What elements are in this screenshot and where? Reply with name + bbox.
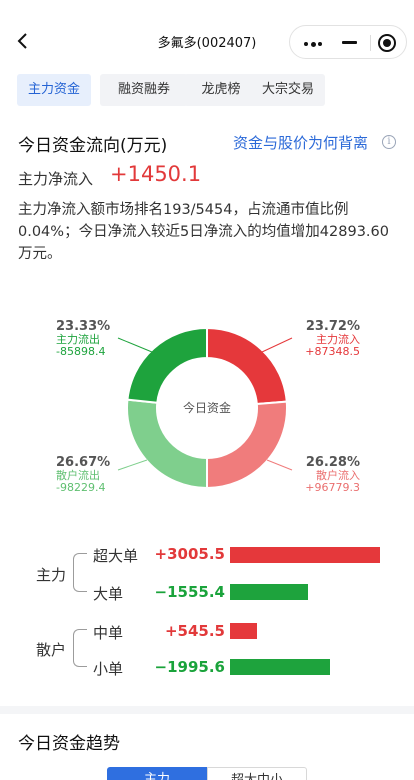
more-icon[interactable] bbox=[304, 41, 324, 47]
row-name-medium: 中单 bbox=[93, 624, 124, 642]
row-value-xl: +3005.5 bbox=[154, 545, 225, 563]
label-retail-inflow-name: 散户流入 bbox=[316, 469, 360, 482]
row-value-small: −1995.6 bbox=[154, 658, 225, 676]
bar-large bbox=[230, 584, 308, 600]
leader-line-main-inflow bbox=[261, 337, 293, 353]
label-retail-outflow-value: -98229.4 bbox=[56, 481, 106, 494]
close-target-icon[interactable] bbox=[378, 34, 396, 52]
tab-margin[interactable]: 融资融券 bbox=[100, 74, 188, 106]
leader-line-retail-inflow bbox=[266, 459, 293, 471]
bar-medium bbox=[230, 623, 257, 639]
label-main-inflow-pct: 23.72% bbox=[305, 319, 360, 334]
section-title: 今日资金流向(万元) bbox=[18, 136, 168, 156]
page-title: 多氟多(002407) bbox=[157, 36, 257, 51]
row-name-xl: 超大单 bbox=[93, 547, 139, 565]
label-main-outflow-value: -85898.4 bbox=[56, 345, 106, 358]
row-value-large: −1555.4 bbox=[154, 583, 225, 601]
net-inflow-label: 主力净流入 bbox=[18, 170, 94, 188]
donut-hole bbox=[158, 359, 256, 457]
tab-dragon-tiger[interactable]: 龙虎榜 bbox=[184, 74, 258, 106]
mini-program-capsule bbox=[289, 25, 407, 59]
section-divider bbox=[0, 706, 414, 714]
group-bracket-main bbox=[73, 553, 87, 592]
capsule-divider bbox=[370, 35, 371, 51]
leader-line-main-outflow bbox=[117, 337, 153, 353]
label-main-inflow-value: +87348.5 bbox=[305, 345, 360, 358]
flow-description: 主力净流入额市场排名193/5454，占流通市值比例0.04%；今日净流入较近5… bbox=[18, 202, 389, 262]
label-main-inflow-name: 主力流入 bbox=[316, 333, 360, 346]
label-retail-inflow: 26.28% 散户流入 +96779.3 bbox=[295, 456, 360, 494]
label-main-outflow-pct: 23.33% bbox=[56, 319, 111, 334]
label-retail-outflow-pct: 26.67% bbox=[56, 455, 111, 470]
segment-size[interactable]: 超大中小 bbox=[207, 767, 307, 780]
label-main-outflow: 23.33% 主力流出 -85898.4 bbox=[56, 320, 126, 358]
bar-xl bbox=[230, 547, 380, 563]
leader-line-retail-outflow bbox=[117, 459, 148, 471]
label-retail-outflow: 26.67% 散户流出 -98229.4 bbox=[56, 456, 126, 494]
donut-center-label: 今日资金 bbox=[183, 400, 231, 415]
back-arrow-icon[interactable] bbox=[12, 30, 34, 52]
label-retail-outflow-name: 散户流出 bbox=[56, 469, 100, 482]
net-inflow-value: +1450.1 bbox=[110, 162, 202, 186]
minimize-icon[interactable] bbox=[342, 41, 357, 44]
bar-small bbox=[230, 659, 330, 675]
label-retail-inflow-pct: 26.28% bbox=[305, 455, 360, 470]
trend-title: 今日资金趋势 bbox=[18, 734, 120, 754]
divergence-link[interactable]: 资金与股价为何背离 bbox=[233, 134, 369, 152]
donut-slice-main-outflow bbox=[126, 326, 208, 404]
row-name-small: 小单 bbox=[93, 660, 124, 678]
row-value-medium: +545.5 bbox=[164, 622, 225, 640]
row-name-large: 大单 bbox=[93, 585, 124, 603]
group-label-retail: 散户 bbox=[36, 641, 67, 659]
fund-donut-chart: 今日资金 bbox=[117, 326, 293, 490]
tab-block-trade[interactable]: 大宗交易 bbox=[251, 74, 325, 106]
label-retail-inflow-value: +96779.3 bbox=[305, 481, 360, 494]
group-bracket-retail bbox=[73, 629, 87, 667]
tab-main-funds[interactable]: 主力资金 bbox=[17, 74, 91, 106]
label-main-inflow: 23.72% 主力流入 +87348.5 bbox=[300, 320, 360, 358]
group-label-main: 主力 bbox=[36, 566, 67, 584]
segment-main[interactable]: 主力 bbox=[107, 767, 207, 780]
label-main-outflow-name: 主力流出 bbox=[56, 333, 100, 346]
nav-bar: 多氟多(002407) bbox=[0, 0, 414, 84]
info-icon[interactable]: i bbox=[382, 135, 396, 149]
